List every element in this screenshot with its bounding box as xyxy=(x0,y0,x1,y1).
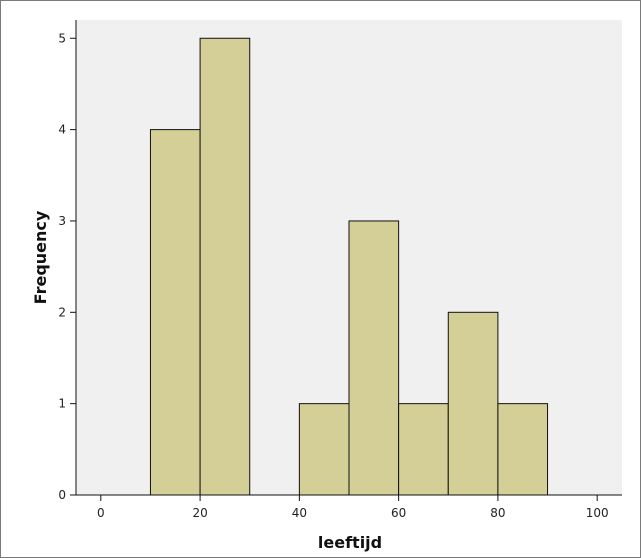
x-tick-label: 40 xyxy=(292,506,307,520)
histogram-bar xyxy=(497,403,549,496)
x-tick-label: 0 xyxy=(97,506,105,520)
y-tick-label: 2 xyxy=(58,305,66,319)
x-tick-label: 20 xyxy=(192,506,207,520)
x-axis: 0 20 40 60 80 100 xyxy=(76,494,622,520)
histogram-bar xyxy=(149,129,201,496)
y-axis: 0 1 2 3 4 5 xyxy=(58,20,77,502)
x-tick-label: 60 xyxy=(391,506,406,520)
histogram-bar xyxy=(298,403,350,496)
y-tick-label: 0 xyxy=(58,488,66,502)
y-tick-label: 1 xyxy=(58,397,66,411)
histogram-bar xyxy=(348,220,400,496)
bars-group xyxy=(149,37,549,496)
histogram-bar xyxy=(447,311,499,496)
y-axis-title: Frequency xyxy=(31,210,50,304)
histogram-bar xyxy=(199,37,251,496)
x-axis-title: leeftijd xyxy=(318,533,382,552)
y-tick-label: 4 xyxy=(58,123,66,137)
x-tick-label: 80 xyxy=(490,506,505,520)
y-tick-label: 3 xyxy=(58,214,66,228)
x-tick-label: 100 xyxy=(586,506,609,520)
y-tick-label: 5 xyxy=(58,31,66,45)
histogram-bar xyxy=(398,403,449,496)
